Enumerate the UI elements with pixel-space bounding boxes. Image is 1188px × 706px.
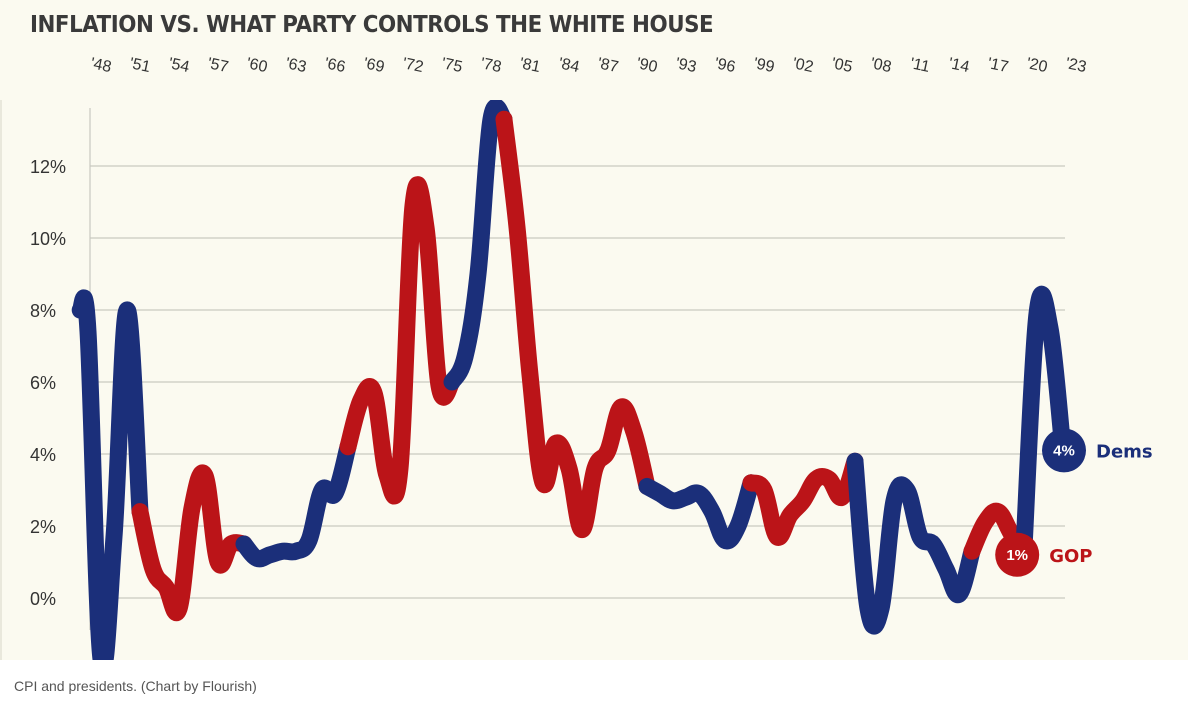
x-tick-label: '90 <box>635 55 659 76</box>
y-tick-label: 10% <box>30 229 66 249</box>
x-tick-label: '02 <box>791 55 815 76</box>
x-tick-label: '54 <box>167 55 191 76</box>
y-tick-label: 8% <box>30 301 56 321</box>
y-tick-label: 12% <box>30 157 66 177</box>
series-segment-gop <box>339 176 461 505</box>
x-tick-label: '48 <box>89 55 113 76</box>
x-tick-label: '96 <box>713 55 737 76</box>
series-segment-dem <box>846 452 981 635</box>
plot-left-edge <box>0 100 2 660</box>
x-tick-label: '75 <box>440 55 464 76</box>
chart-caption: CPI and presidents. (Chart by Flourish) <box>14 678 257 694</box>
x-tick-label: '23 <box>1064 55 1088 76</box>
end-value-label-gop: 1% <box>1006 547 1028 564</box>
end-value-label-dem: 4% <box>1053 442 1075 459</box>
y-tick-label: 6% <box>30 373 56 393</box>
y-tick-label: 2% <box>30 517 56 537</box>
x-tick-label: '05 <box>830 55 854 76</box>
x-tick-label: '57 <box>206 55 230 76</box>
end-marker-gop <box>995 532 1040 577</box>
x-tick-label: '08 <box>869 55 893 76</box>
x-tick-label: '63 <box>284 55 308 76</box>
x-tick-label: '72 <box>401 55 425 76</box>
x-tick-label: '87 <box>596 55 620 76</box>
x-tick-label: '11 <box>909 55 932 76</box>
x-tick-label: '78 <box>479 55 503 76</box>
series-name-label-dem: Dems <box>1096 441 1153 462</box>
end-marker-dem <box>1042 428 1086 473</box>
x-tick-label: '81 <box>518 55 542 76</box>
series-segment-gop <box>495 110 656 539</box>
inflation-line-chart: '48 '51 '54 '57 '60 '63 '66 '69 '72 '75 '78 '81 '84 '… <box>30 55 1153 660</box>
series-segment-dem <box>235 438 357 568</box>
y-tick-label: 4% <box>30 445 56 465</box>
x-tick-label: '69 <box>362 55 386 76</box>
x-tick-label: '60 <box>245 55 269 76</box>
x-tick-label: '84 <box>557 55 581 76</box>
series-segment-dem <box>71 289 149 660</box>
x-tick-label: '93 <box>674 55 698 76</box>
series-segment-dem <box>443 100 513 391</box>
chart-panel: INFLATION VS. WHAT PARTY CONTROLS THE WH… <box>0 0 1188 660</box>
x-tick-label: '66 <box>323 55 347 76</box>
x-tick-label: '17 <box>986 55 1010 76</box>
x-tick-label: '20 <box>1025 55 1049 76</box>
series-name-label-gop: GOP <box>1049 546 1092 567</box>
series-segment-gop <box>131 464 253 621</box>
series-segment-dem <box>1015 286 1072 557</box>
x-tick-label: '99 <box>752 55 776 76</box>
series-segment-gop <box>742 452 864 546</box>
y-tick-label: 0% <box>30 589 56 609</box>
chart-title: INFLATION VS. WHAT PARTY CONTROLS THE WH… <box>30 12 714 38</box>
x-tick-label: '14 <box>947 55 971 76</box>
x-tick-label: '51 <box>128 55 152 76</box>
series-segment-dem <box>638 474 760 550</box>
